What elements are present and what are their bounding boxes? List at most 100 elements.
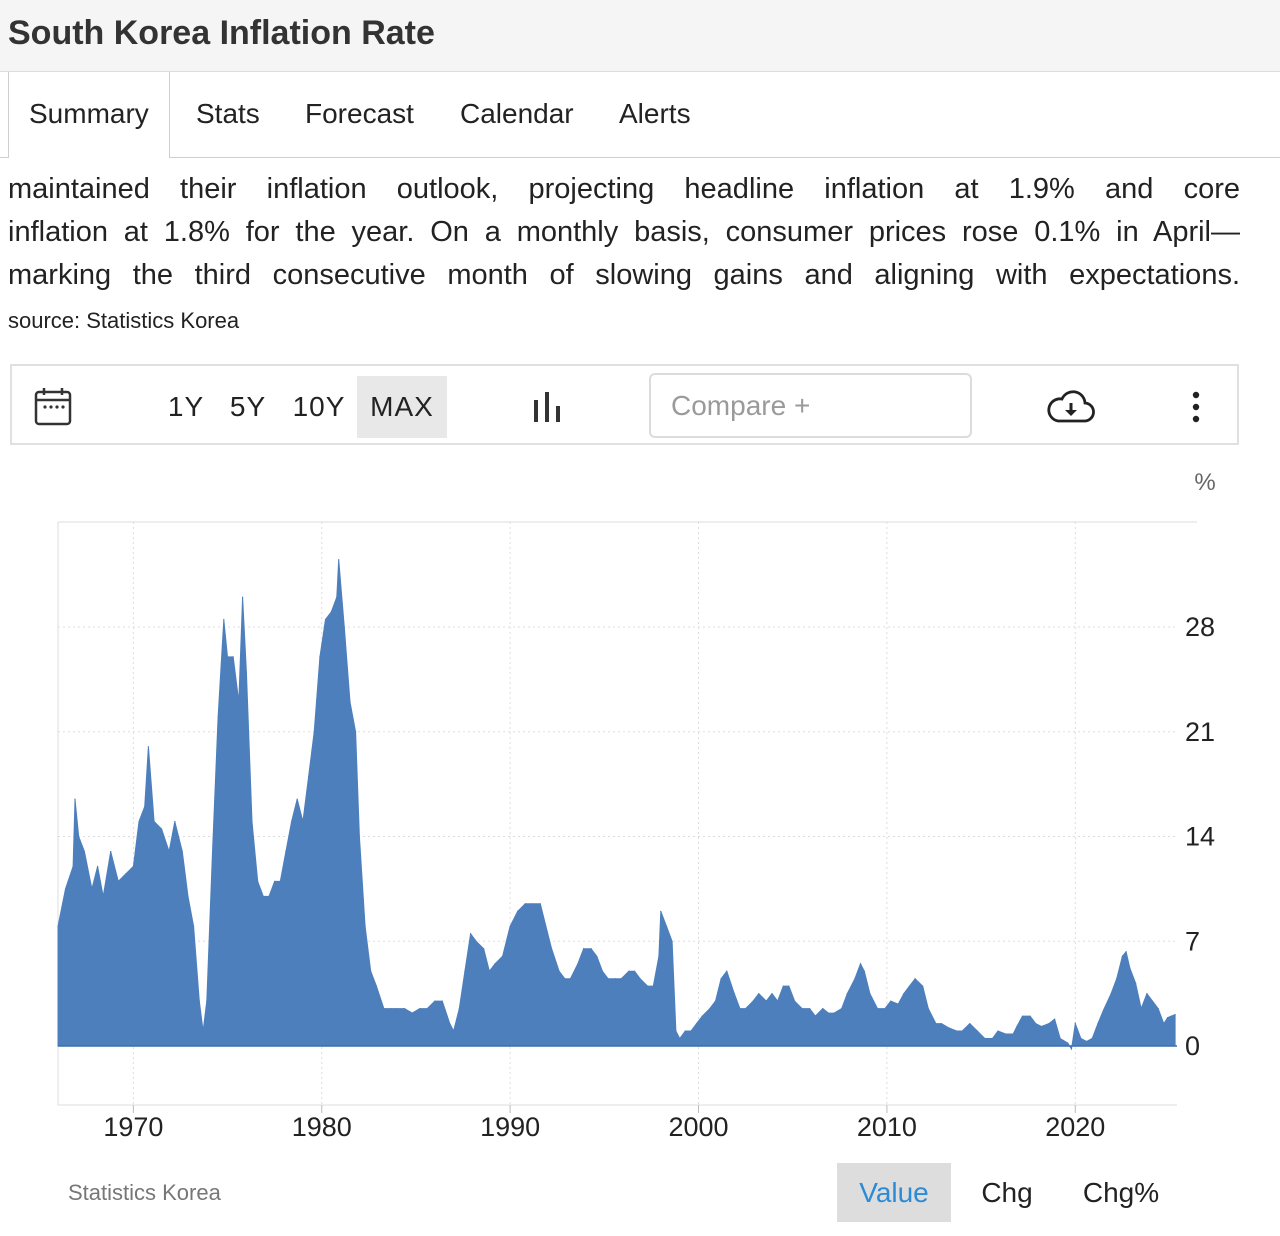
data-point [206,1000,208,1002]
data-point [726,970,728,972]
data-point [285,850,287,853]
data-point [358,835,360,838]
data-point [1035,1023,1037,1025]
x-tick-label: 2020 [1045,1112,1105,1142]
data-point [969,1023,971,1025]
data-point [470,933,472,935]
data-point [869,993,871,995]
data-point [671,940,673,942]
y-tick-label: 21 [1185,717,1215,747]
data-point [997,1030,999,1032]
data-point [464,970,466,972]
x-tick-label: 2010 [857,1112,917,1142]
data-point [658,955,660,957]
data-point [1140,1008,1142,1010]
summary-line: maintained their inflation outlook, proj… [8,173,1240,205]
range-max-button[interactable]: MAX [357,376,447,438]
tab-summary[interactable]: Summary [8,72,170,158]
data-point [720,978,722,980]
data-point [809,1008,811,1010]
range-10y-button[interactable]: 10Y [292,391,346,422]
data-point [903,993,905,995]
data-point [690,1030,692,1032]
data-point [319,656,321,658]
data-point [615,978,617,980]
data-point [74,798,76,800]
x-tick-label: 1980 [292,1112,352,1142]
summary-text: maintained their inflation outlook, proj… [8,168,1240,297]
data-point [117,880,119,882]
inflation-chart: % 0 7 14 21 28 1970 1980 1990 2000 2010 2020 [57,469,1216,1142]
data-point [396,1008,398,1010]
data-point [927,1008,929,1010]
data-point [193,925,195,927]
tab-forecast[interactable]: Forecast [305,98,414,129]
data-point [745,1008,747,1010]
data-point [647,985,649,987]
data-point [1059,1037,1061,1040]
data-point [262,895,264,897]
data-point [434,1000,436,1002]
data-point [948,1027,950,1029]
data-point [1086,1040,1088,1043]
mode-chgpct-button[interactable]: Chg% [1082,1177,1160,1208]
data-point [343,626,345,628]
data-point [782,985,784,987]
data-point [1029,1015,1031,1017]
data-point [639,978,641,980]
tab-calendar[interactable]: Calendar [460,98,574,129]
data-point [187,895,189,897]
mode-chg-button[interactable]: Chg [981,1177,1033,1208]
data-point [517,910,519,912]
data-point [161,828,163,830]
range-5y-button[interactable]: 5Y [229,391,267,422]
data-point [596,955,598,957]
data-point [1074,1023,1076,1025]
data-point [633,970,636,972]
data-point [330,611,332,613]
data-point [884,1008,886,1010]
data-point [765,1000,767,1002]
data-point [102,895,104,897]
range-1y-button[interactable]: 1Y [167,391,205,422]
bar-chart-icon[interactable] [532,390,562,427]
tab-stats[interactable]: Stats [196,98,260,129]
data-point [590,948,592,950]
data-point [1097,1023,1099,1025]
data-point [935,1023,937,1025]
data-point [794,1000,796,1002]
page-title: South Korea Inflation Rate [8,14,435,52]
compare-input[interactable] [649,373,972,438]
data-point [551,948,553,950]
data-point [679,1037,681,1040]
data-point [628,970,630,972]
data-point [1116,978,1118,980]
data-point [383,1008,385,1010]
data-point [458,1008,460,1010]
mode-value-button[interactable]: Value [837,1163,951,1222]
data-point [752,1000,754,1002]
more-vertical-icon[interactable] [1189,390,1203,429]
data-point [336,596,338,598]
data-point [168,850,170,853]
tab-alerts[interactable]: Alerts [619,98,691,129]
data-point [564,978,566,980]
data-point [876,1008,879,1010]
data-point [502,955,504,957]
data-point [110,850,112,853]
data-point [569,978,572,980]
data-point [739,1008,741,1010]
data-point [833,1012,835,1014]
calendar-icon[interactable] [34,386,72,431]
data-point [1163,1023,1165,1025]
data-point [922,985,924,987]
data-point [897,1003,899,1005]
data-point [841,1008,843,1010]
data-point [404,1008,406,1010]
data-point [364,925,366,927]
data-point [475,940,477,942]
x-tick-label: 2000 [668,1112,728,1142]
data-point [296,798,298,800]
data-point [1091,1037,1093,1040]
cloud-download-icon[interactable] [1046,390,1096,429]
